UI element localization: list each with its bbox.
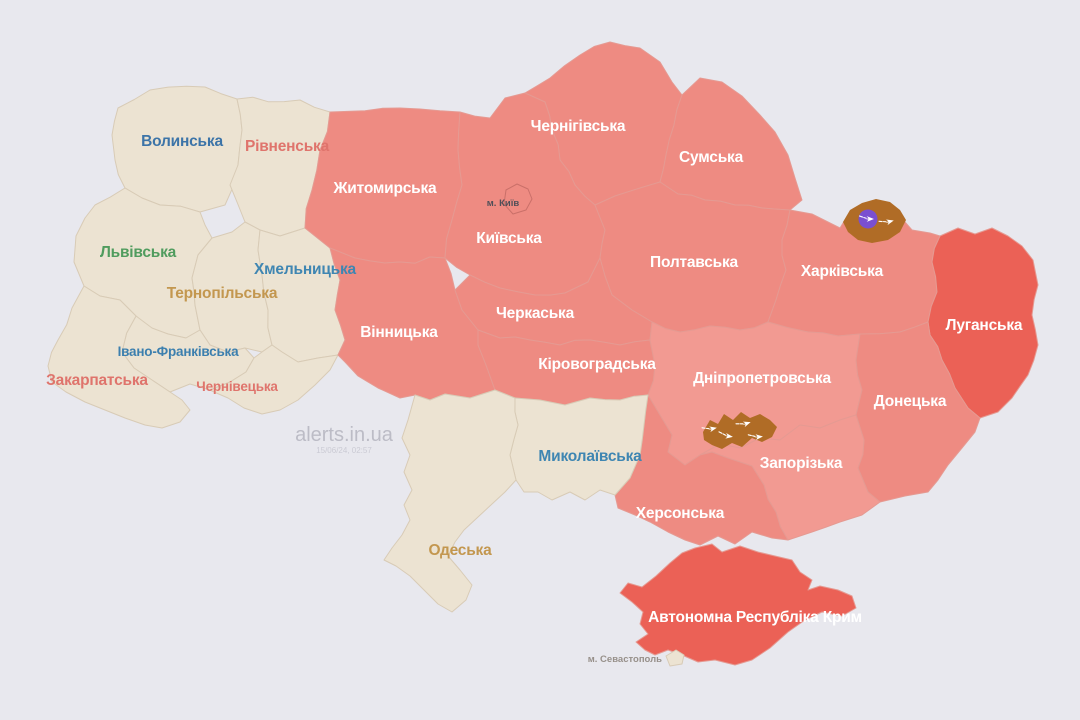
region-kyiv-city[interactable] [503,183,533,215]
region-sumska[interactable] [659,77,803,211]
watermark: alerts.in.ua [295,424,394,446]
watermark-timestamp: 15/06/24, 02:57 [316,446,372,455]
region-label-dnipropetrovska: Дніпропетровська [693,370,831,387]
region-label-khersonska: Херсонська [636,505,725,522]
region-label-volynska: Волинська [141,133,223,150]
region-label-sumska: Сумська [679,149,744,166]
region-label-vinnytska: Вінницька [360,324,438,341]
region-label-kirovohradska: Кіровоградська [538,356,656,373]
region-label-zakarpatska: Закарпатська [46,372,148,389]
region-label-odeska: Одеська [428,542,492,559]
region-odeska[interactable] [383,389,519,613]
region-label-ternopilska: Тернопільська [167,285,278,302]
region-label-rivnenska: Рівненська [245,138,330,155]
region-label-zaporizka: Запорізька [760,455,843,472]
region-luhanska[interactable] [927,227,1039,419]
region-label-khmelnytska: Хмельницька [254,261,357,278]
region-label-lvivska: Львівська [100,244,177,261]
dnipro-city-district[interactable] [703,412,777,449]
region-label-cherkaska: Черкаська [496,305,575,322]
region-label-chernivetska: Чернівецька [196,379,278,394]
region-crimea[interactable] [619,543,857,666]
region-label-poltavska: Полтавська [650,254,739,271]
region-label-crimea: Автономна Республіка Крим [648,609,862,626]
region-label-donetska: Донецька [874,393,947,410]
kyiv-city-label: м. Київ [487,198,520,209]
region-label-mykolaivska: Миколаївська [538,448,642,465]
region-zakarpatska[interactable] [47,285,191,429]
region-label-kharkivska: Харківська [801,263,884,280]
sevastopol-label: м. Севастополь [588,654,662,665]
region-label-ivano-frankivska: Івано-Франківська [118,344,240,359]
region-label-chernihivska: Чернігівська [531,118,626,135]
region-label-zhytomyrska: Житомирська [333,180,438,197]
region-sevastopol-city[interactable] [665,649,685,667]
region-label-luhanska: Луганська [946,317,1023,334]
region-label-kyivska: Київська [476,230,542,247]
